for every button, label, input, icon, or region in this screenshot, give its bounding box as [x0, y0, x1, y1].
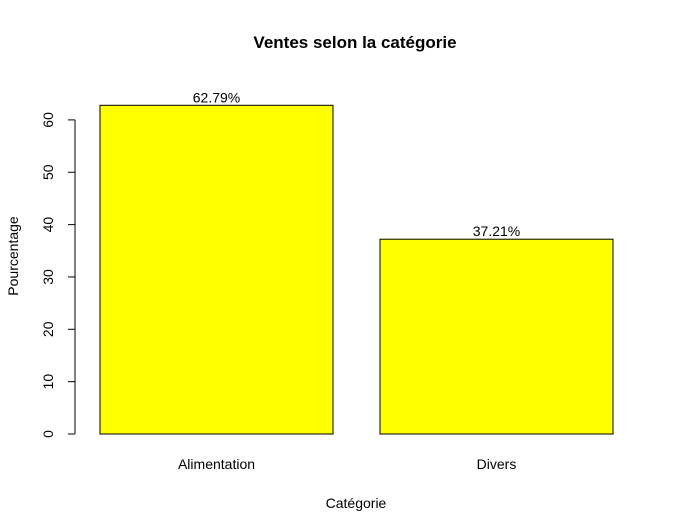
bar-alimentation	[99, 104, 334, 435]
y-axis-label: Pourcentage	[5, 216, 21, 296]
y-tick-label: 30	[40, 269, 56, 285]
y-tick-label: 40	[40, 217, 56, 233]
y-tick-label: 50	[40, 164, 56, 180]
y-tick-label: 20	[40, 321, 56, 337]
x-axis-label: Catégorie	[326, 495, 387, 511]
y-tick-label: 60	[40, 112, 56, 128]
x-tick-label: Divers	[477, 456, 517, 472]
y-tick-label: 10	[40, 374, 56, 390]
bar-value-label: 37.21%	[473, 223, 520, 239]
bar-value-label: 62.79%	[193, 89, 240, 105]
bar-divers	[379, 238, 614, 435]
bars-group: 62.79% Alimentation 37.21% Divers	[99, 89, 614, 472]
chart-title: Ventes selon la catégorie	[253, 33, 456, 52]
y-axis: 0 10 20 30 40 50 60	[40, 112, 76, 438]
x-tick-label: Alimentation	[178, 456, 255, 472]
y-tick-label: 0	[40, 430, 56, 438]
